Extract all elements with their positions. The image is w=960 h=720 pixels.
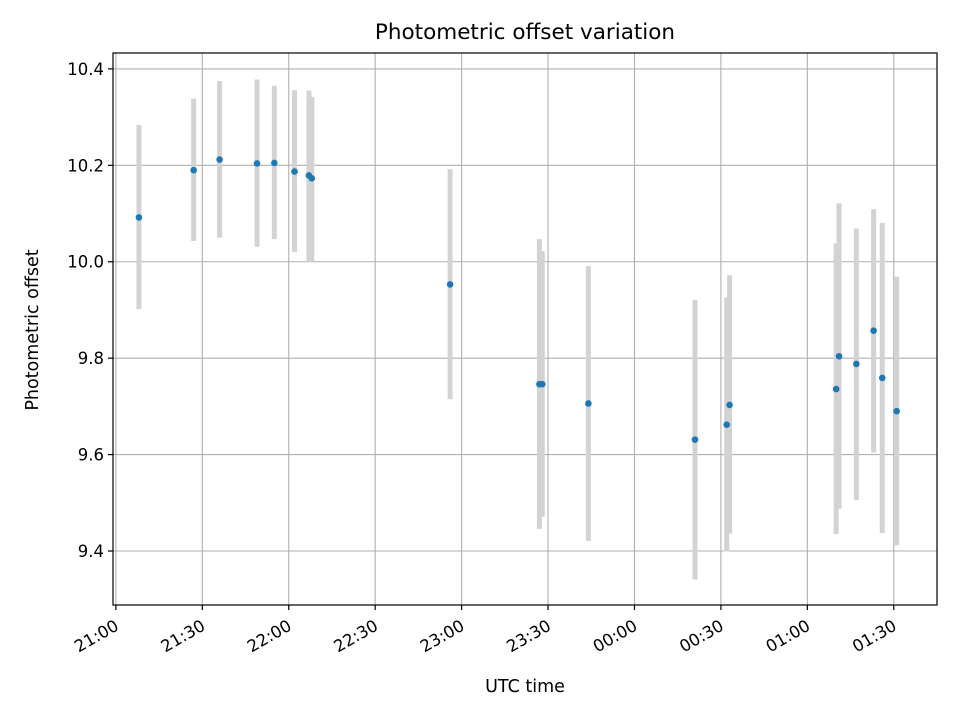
data-point xyxy=(308,175,316,182)
y-tick-label: 10.0 xyxy=(67,253,104,272)
data-point xyxy=(271,159,278,167)
x-axis-label: UTC time xyxy=(485,677,565,697)
data-point xyxy=(835,352,843,360)
data-point xyxy=(832,385,840,393)
data-point xyxy=(135,214,143,221)
data-points xyxy=(135,156,900,443)
data-point xyxy=(538,380,546,388)
data-point xyxy=(853,360,860,368)
data-point xyxy=(726,401,733,409)
grid-lines xyxy=(113,53,937,605)
y-tick-label: 9.6 xyxy=(78,446,104,465)
data-point xyxy=(585,400,592,407)
y-tick-label: 9.8 xyxy=(78,349,104,368)
data-point xyxy=(253,160,261,167)
data-point xyxy=(893,407,900,415)
y-tick-label: 10.2 xyxy=(67,156,104,175)
data-point xyxy=(216,156,223,163)
data-point xyxy=(723,421,730,428)
y-axis-ticks: 9.4 9.6 9.8 10.0 10.2 10.4 xyxy=(67,60,113,561)
y-tick-label: 10.4 xyxy=(67,60,104,79)
chart-title: Photometric offset variation xyxy=(375,20,675,45)
data-point xyxy=(691,436,699,443)
data-point xyxy=(190,166,197,174)
y-tick-label: 9.4 xyxy=(78,542,104,561)
data-point xyxy=(870,327,877,334)
data-point xyxy=(446,281,454,288)
y-axis-label: Photometric offset xyxy=(23,249,43,410)
data-point xyxy=(291,168,298,175)
plot-frame xyxy=(112,52,938,606)
data-point xyxy=(878,374,886,382)
